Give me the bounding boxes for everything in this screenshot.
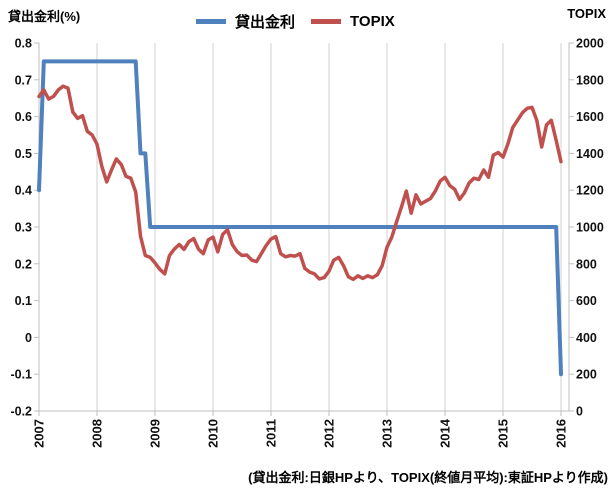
x-axis-tick-label: 2014	[438, 418, 453, 448]
left-axis-tick-label: 0.7	[15, 73, 32, 87]
left-axis-tick-label: -0.1	[10, 368, 32, 382]
left-axis-tick-label: 0	[25, 331, 32, 345]
right-axis-tick-label: 1600	[576, 110, 604, 124]
x-axis-tick-label: 2015	[496, 419, 511, 448]
right-axis-tick-label: 2000	[576, 37, 604, 51]
right-axis-tick-label: 600	[576, 294, 597, 308]
x-axis-tick-label: 2008	[90, 419, 105, 448]
left-axis-tick-label: 0.3	[15, 221, 32, 235]
right-axis-tick-label: 1800	[576, 73, 604, 87]
x-axis-tick-label: 2016	[554, 419, 569, 448]
left-axis-title: 貸出金利(%)	[8, 9, 81, 24]
legend-swatch-lending-rate-icon	[196, 19, 226, 24]
x-axis-tick-label: 2007	[32, 419, 47, 448]
right-axis-tick-label: 800	[576, 257, 597, 271]
right-axis-tick-label: 1200	[576, 184, 604, 198]
legend-label-topix: TOPIX	[350, 13, 395, 30]
legend: 貸出金利 TOPIX	[196, 11, 411, 32]
left-axis-tick-label: 0.6	[15, 110, 32, 124]
right-axis-tick-label: 0	[576, 405, 583, 419]
right-axis-tick-label: 1400	[576, 147, 604, 161]
left-axis-tick-label: 0.8	[15, 37, 32, 51]
series-topix-line	[37, 84, 563, 282]
legend-swatch-topix-icon	[311, 19, 342, 24]
x-axis-tick-label: 2009	[148, 419, 163, 448]
left-axis-tick-label: 0.4	[15, 184, 32, 198]
right-axis-tick-label: 1000	[576, 221, 604, 235]
right-axis-tick-label: 200	[576, 368, 597, 382]
x-axis-tick-label: 2013	[380, 419, 395, 448]
x-axis-tick-label: 2012	[322, 419, 337, 448]
x-axis-tick-label: 2010	[206, 419, 221, 448]
x-axis-tick-label: 2011	[264, 419, 279, 447]
left-axis-tick-label: 0.1	[15, 294, 32, 308]
right-axis-tick-label: 400	[576, 331, 597, 345]
right-axis-title: TOPIX	[567, 6, 606, 21]
left-axis-tick-label: 0.5	[15, 147, 32, 161]
legend-label-lending-rate: 貸出金利	[235, 14, 296, 31]
series-lending-rate-line	[37, 59, 563, 377]
left-axis-tick-label: -0.2	[10, 405, 32, 419]
source-caption: (貸出金利:日銀HPより、TOPIX(終値月平均):東証HPより作成)	[248, 470, 608, 485]
left-axis-tick-label: 0.2	[15, 257, 32, 271]
